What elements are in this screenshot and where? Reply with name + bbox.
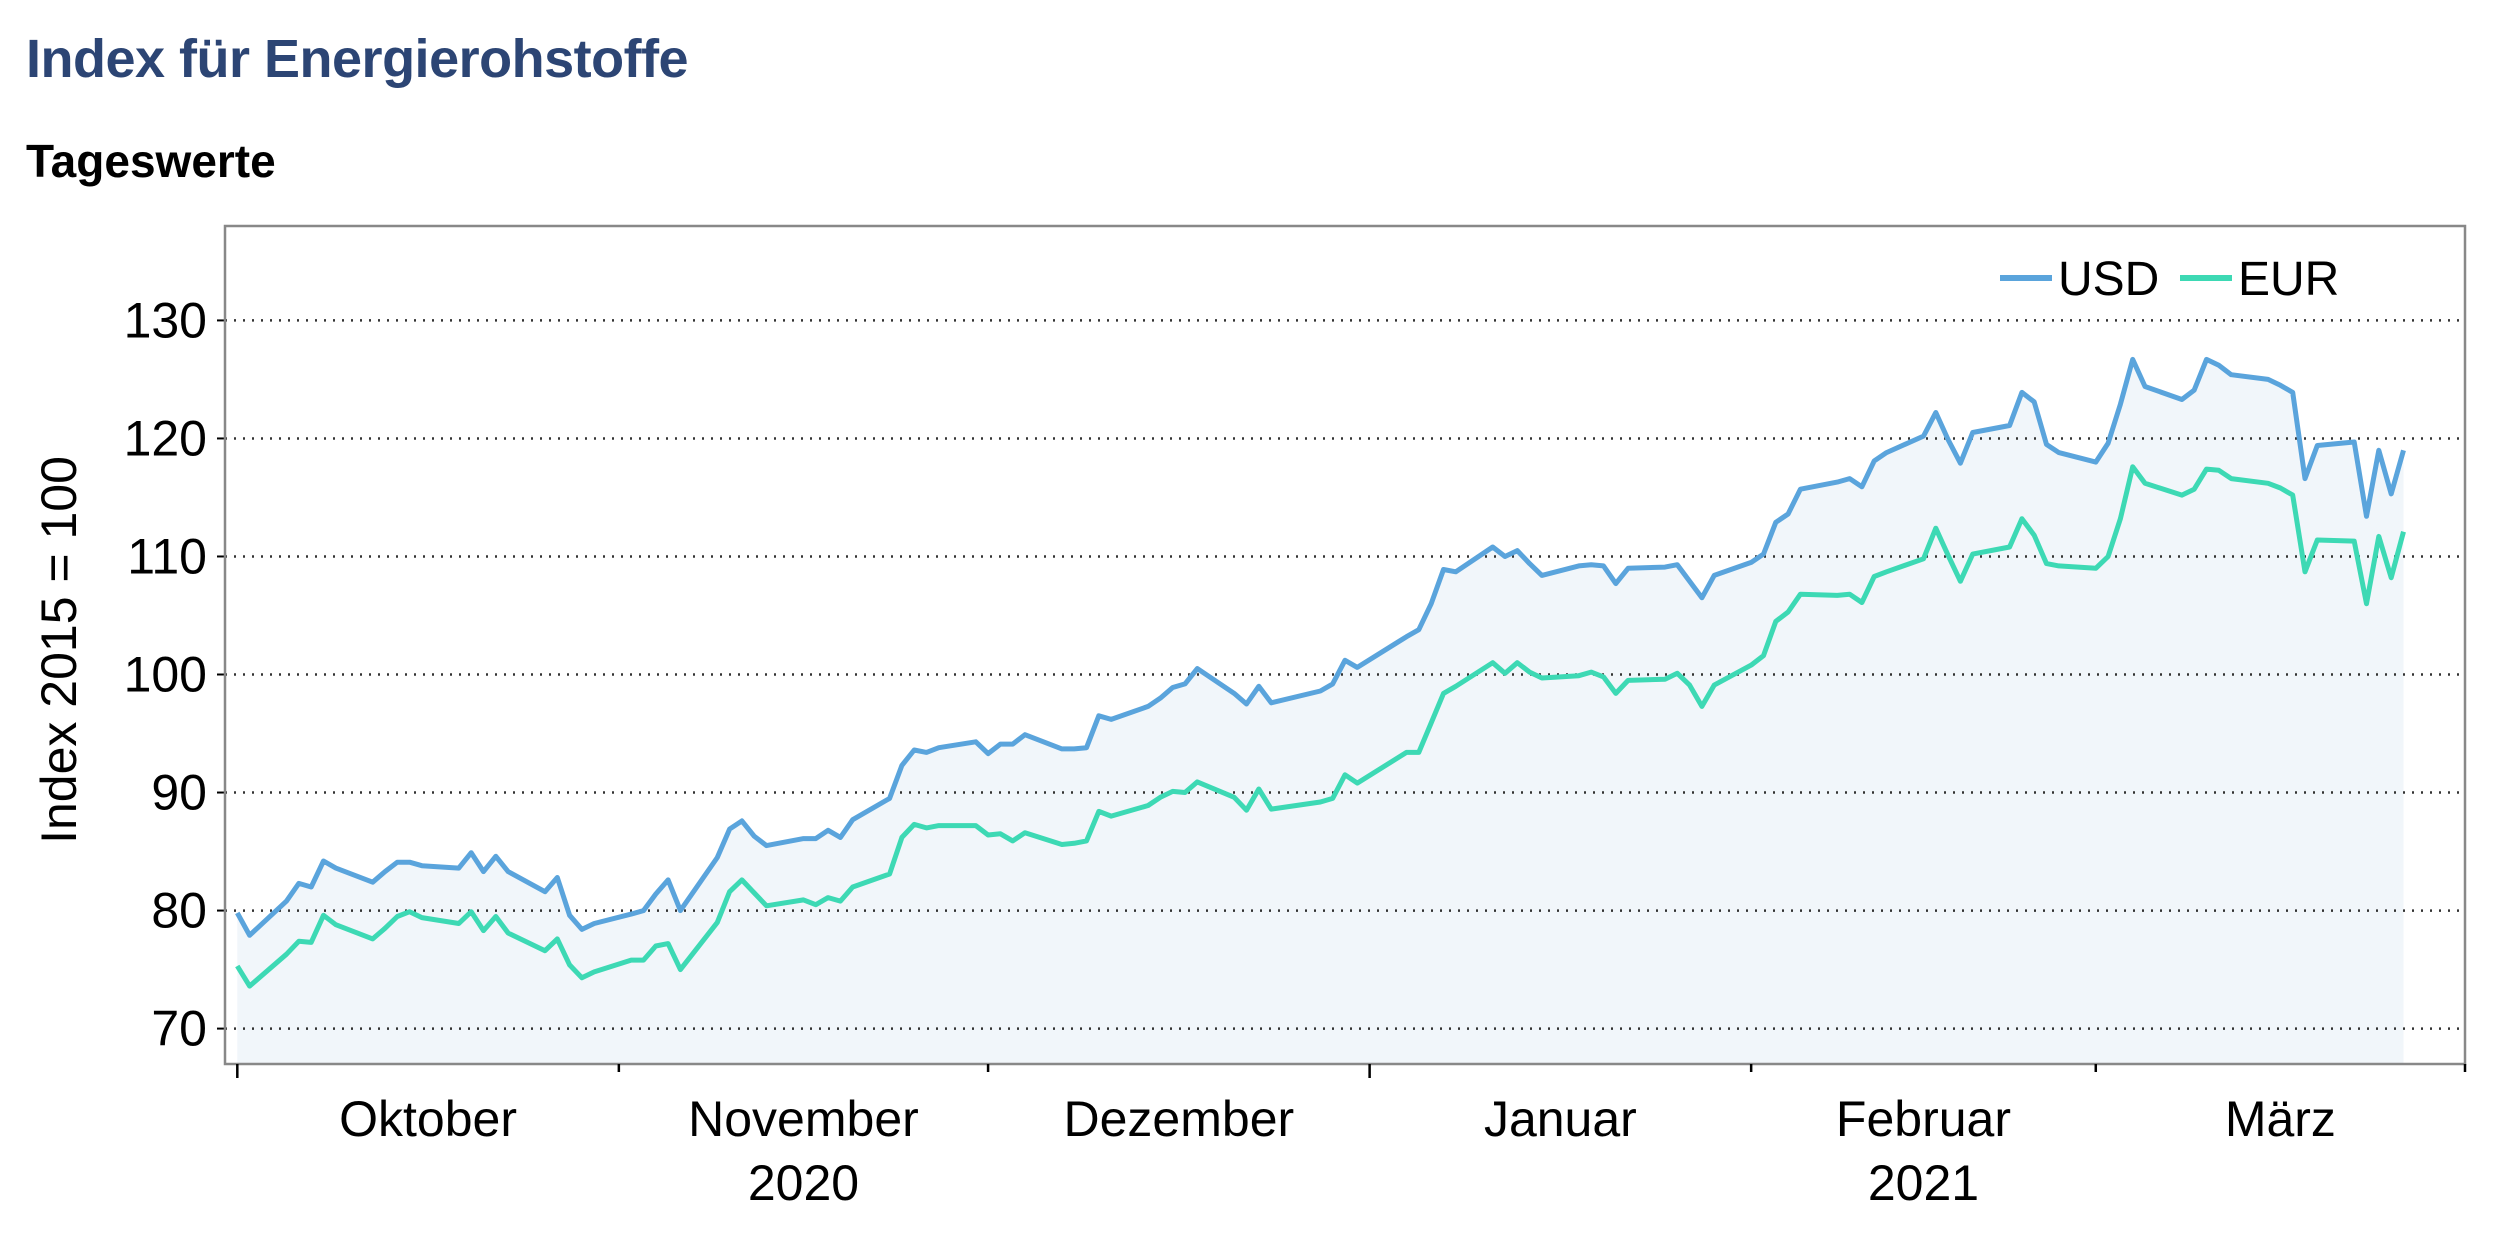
y-tick-label-120: 120: [124, 410, 207, 466]
y-tick-label-130: 130: [124, 292, 207, 348]
usd-area-fill: [237, 359, 2404, 1064]
y-tick-label-80: 80: [151, 883, 207, 939]
legend-label-eur: EUR: [2238, 253, 2339, 306]
y-tick-label-70: 70: [151, 1001, 207, 1057]
y-tick-label-110: 110: [127, 528, 207, 584]
plot-frame: [223, 224, 2467, 1066]
chart-title: Index für Energierohstoffe: [26, 29, 689, 89]
x-year-label-0: 2020: [748, 1155, 859, 1211]
legend-label-usd: USD: [2058, 253, 2159, 306]
chart-subtitle: Tageswerte: [26, 135, 276, 187]
series-line-eur: [235, 464, 2406, 989]
x-month-label-4: Februar: [1836, 1091, 2011, 1147]
x-month-label-3: Januar: [1484, 1091, 1637, 1147]
y-axis-label: Index 2015 = 100: [31, 456, 87, 844]
y-tick-label-100: 100: [124, 647, 207, 703]
x-month-label-0: Oktober: [339, 1091, 517, 1147]
x-month-label-5: März: [2225, 1091, 2336, 1147]
x-month-label-1: November: [688, 1091, 919, 1147]
y-tick-label-90: 90: [151, 765, 207, 821]
x-month-label-2: Dezember: [1064, 1091, 1295, 1147]
x-year-label-1: 2021: [1868, 1155, 1979, 1211]
series-line-usd: [235, 356, 2406, 938]
plot-area: 70 80 90 100 110 120 130 Oktober November Dezembe…: [124, 224, 2467, 1211]
